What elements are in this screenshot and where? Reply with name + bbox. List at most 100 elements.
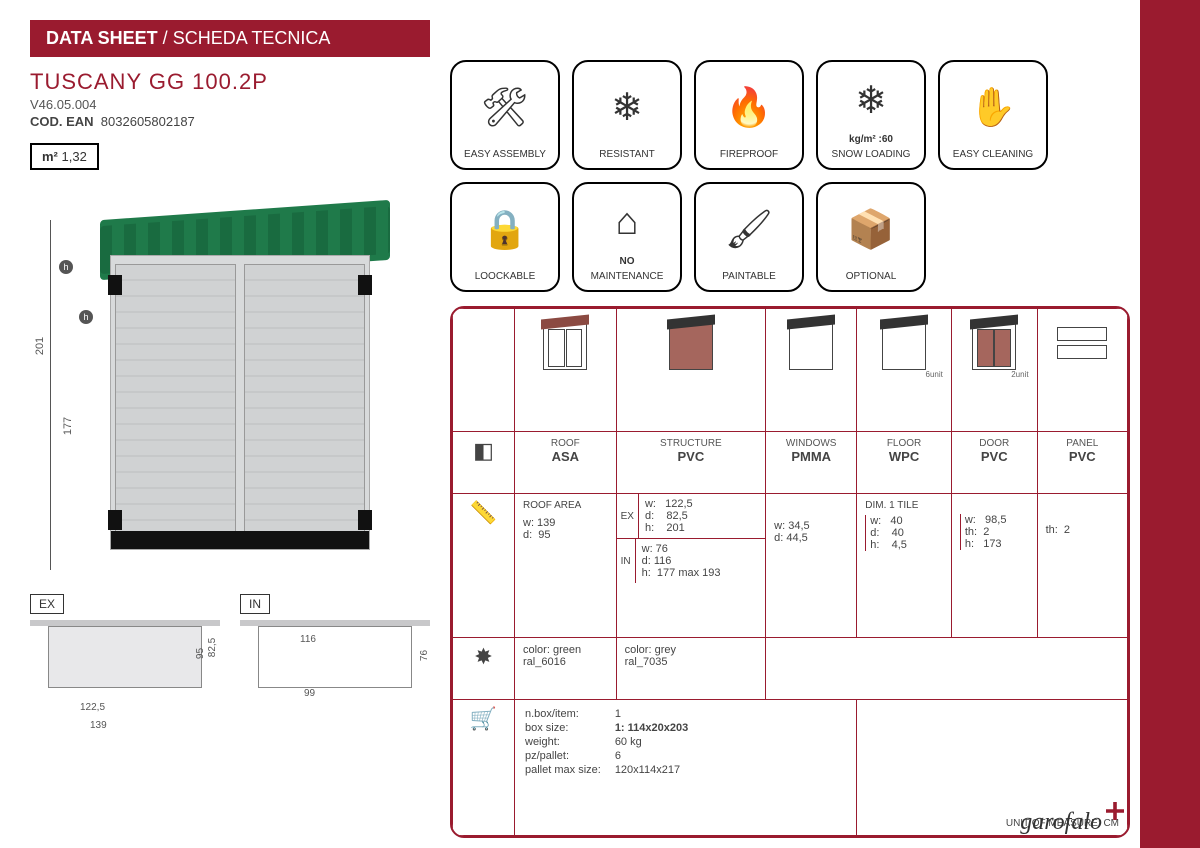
ex-d2: 95 — [195, 648, 206, 659]
ex-plan: 82,5 95 122,5 139 — [30, 620, 220, 735]
feature-sub: kg/m² :60 — [849, 134, 893, 145]
shed-door-left — [115, 264, 236, 541]
feature-label: MAINTENANCE — [591, 271, 664, 282]
feature-label: LOOCKABLE — [475, 271, 536, 282]
ex-w1: 122,5 — [80, 702, 105, 713]
ex-box — [48, 626, 202, 688]
feature-grid: 🛠EASY ASSEMBLY ❄ RESISTANT 🔥 FIREPROOF ❄ kg/m²… — [450, 60, 1130, 292]
mat-win: PMMA — [774, 449, 848, 464]
ship-pmax-l: pallet max size: — [525, 764, 613, 776]
feature-icon: ❄ — [611, 70, 643, 145]
title-sep: / — [158, 28, 173, 48]
exin-row: EX 82,5 95 122,5 139 IN 116 — [30, 594, 430, 735]
feature-label: EASY CLEANING — [953, 149, 1033, 160]
brand-logo: garofalo — [1020, 802, 1124, 836]
mat-panel: PVC — [1046, 449, 1119, 464]
ship-weight-l: weight: — [525, 736, 613, 748]
ex-diagram: EX 82,5 95 122,5 139 — [30, 594, 220, 735]
cell-shipping: n.box/item:1 box size:1: 114x20x203 weig… — [515, 700, 857, 836]
col-door: DOOR — [960, 438, 1029, 449]
thumb-panel-2 — [1057, 345, 1107, 359]
feature-label: PAINTABLE — [722, 271, 776, 282]
struct-in-lab: IN — [617, 556, 635, 567]
mat-door: PVC — [960, 449, 1029, 464]
feature-icon: 🔥 — [725, 70, 772, 145]
title-light: SCHEDA TECNICA — [173, 28, 331, 48]
mat-struct: PVC — [625, 449, 758, 464]
in-w1: 116 — [300, 634, 316, 645]
feature-easy-cleaning: ✋ EASY CLEANING — [938, 60, 1048, 170]
ship-pmax-v: 120x114x217 — [615, 764, 688, 776]
ship-pz-v: 6 — [615, 750, 688, 762]
ship-weight-v: 60 kg — [615, 736, 688, 748]
feature-label: OPTIONAL — [846, 271, 897, 282]
thumb-roof — [543, 322, 587, 370]
cell-color-roof: color: green ral_6016 — [515, 637, 617, 699]
feature-icon: 🖌 — [725, 192, 773, 267]
feature-sub: NO — [620, 256, 635, 267]
in-label: IN — [240, 594, 270, 614]
feature-label: RESISTANT — [599, 149, 654, 160]
feature-paintable: 🖌 PAINTABLE — [694, 182, 804, 292]
cell-color-struct: color: grey ral_7035 — [616, 637, 766, 699]
feature-icon: 📦 — [847, 192, 894, 267]
main-area: DATA SHEET / SCHEDA TECNICA TUSCANY GG 1… — [0, 0, 1140, 848]
cell-windows: w: 34,5 d: 44,5 — [766, 494, 857, 638]
feature-label: FIREPROOF — [720, 149, 778, 160]
feature-optional: 📦 OPTIONAL — [816, 182, 926, 292]
spec-row-header: ◧ ROOFASA STRUCTUREPVC WINDOWSPMMA FLOOR… — [453, 431, 1128, 493]
ship-nbox-l: n.box/item: — [525, 708, 613, 720]
door-unit: 2unit — [960, 370, 1029, 379]
struct-ex-lab: EX — [617, 511, 638, 522]
feature-resistant: ❄ RESISTANT — [572, 60, 682, 170]
struct-in-val: w: 76 d: 116 h: 177 max 193 — [635, 539, 766, 583]
shed-render — [110, 210, 370, 550]
feature-fireproof: 🔥 FIREPROOF — [694, 60, 804, 170]
windows-val: w: 34,5 d: 44,5 — [774, 520, 848, 544]
panel-val: th: 2 — [1046, 524, 1119, 536]
thumb-structure — [669, 322, 713, 370]
feature-loockable: 🔒 LOOCKABLE — [450, 182, 560, 292]
door-val: w: 98,5 th: 2 h: 173 — [960, 514, 1029, 550]
feature-snow-loading: ❄kg/m² :60SNOW LOADING — [816, 60, 926, 170]
ship-nbox-v: 1 — [615, 708, 688, 720]
product-image: 201 h 177 h — [30, 180, 430, 590]
shed-body — [110, 255, 370, 550]
thumb-panel-1 — [1057, 327, 1107, 341]
brand-sidebar — [1140, 0, 1200, 848]
feature-icon: ❄ — [855, 70, 887, 130]
ruler-icon: 📏 — [453, 494, 515, 638]
feature-icon: ✋ — [969, 70, 1016, 145]
feature-icon: 🔒 — [481, 192, 528, 267]
struct-ex-val: w: 122,5 d: 82,5 h: 201 — [638, 494, 765, 538]
thumb-windows — [789, 322, 833, 370]
material-icon: ◧ — [453, 431, 515, 493]
content-row: 201 h 177 h — [30, 60, 1130, 838]
col-win: WINDOWS — [774, 438, 848, 449]
spec-table-wrap: 6unit 2unit ◧ ROOFASA STRUCTUREPVC WINDO… — [450, 306, 1130, 838]
feature-maintenance: ⌂ NO MAINTENANCE — [572, 182, 682, 292]
dim-dot-1: h — [59, 260, 73, 274]
cell-panel: th: 2 — [1037, 494, 1127, 638]
col-roof: ROOF — [523, 438, 608, 449]
cell-roof-area: ROOF AREA w: 139 d: 95 — [515, 494, 617, 638]
spec-row-thumbs: 6unit 2unit — [453, 309, 1128, 432]
right-column: 🛠EASY ASSEMBLY ❄ RESISTANT 🔥 FIREPROOF ❄ kg/m²… — [450, 60, 1130, 838]
dim-h-outer: 201 — [34, 337, 46, 355]
title-bold: DATA SHEET — [46, 28, 158, 48]
in-plan: 116 76 99 — [240, 620, 430, 735]
dim-vertical: 201 h 177 h — [50, 220, 51, 570]
cell-door: w: 98,5 th: 2 h: 173 — [951, 494, 1037, 638]
feature-easy-assembly: 🛠EASY ASSEMBLY — [450, 60, 560, 170]
dim-dot-2: h — [79, 310, 93, 324]
ex-d1: 82,5 — [207, 638, 218, 657]
feature-icon: ⌂ — [616, 192, 639, 252]
spec-row-dims: 📏 ROOF AREA w: 139 d: 95 EX w: 122,5 d: … — [453, 494, 1128, 638]
col-floor: FLOOR — [865, 438, 943, 449]
roof-area-label: ROOF AREA — [523, 500, 608, 511]
trolley-icon: 🛒 — [453, 700, 515, 836]
in-w2: 99 — [304, 688, 315, 699]
ex-w2: 139 — [90, 720, 107, 731]
dim-h-inner: 177 — [62, 417, 74, 435]
title-bar: DATA SHEET / SCHEDA TECNICA — [30, 20, 430, 57]
